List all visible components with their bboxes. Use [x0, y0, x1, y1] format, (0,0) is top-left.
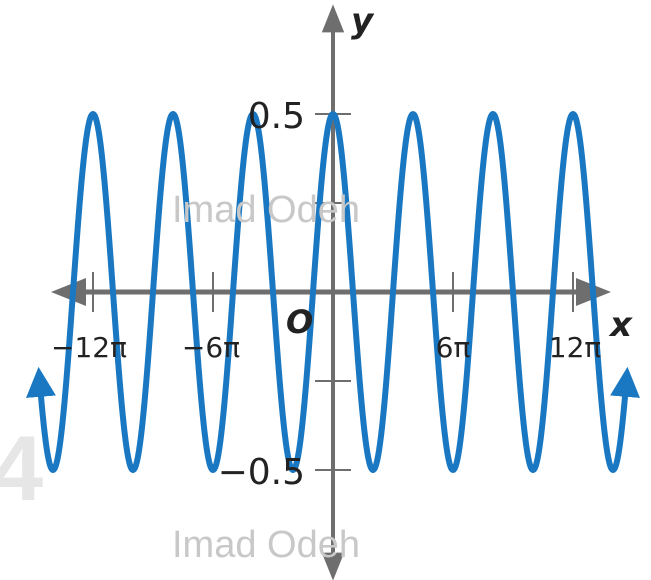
x-tick-label: 6π: [436, 331, 471, 364]
watermark-text: Imad Odeh: [172, 189, 360, 231]
ghost-digit: 4: [0, 418, 43, 520]
x-ticks: [92, 272, 574, 312]
cosine-curve: [26, 111, 640, 473]
x-tick-label: −12π: [51, 331, 127, 364]
x-tick-label: 12π: [549, 331, 602, 364]
y-tick-label: 0.5: [248, 96, 305, 137]
watermark-text: Imad Odeh: [172, 524, 360, 566]
y-tick-labels: 0.5 −0.5: [218, 96, 305, 493]
x-axis-label: x: [608, 305, 633, 345]
x-tick-label: −6π: [182, 331, 240, 364]
y-axis-label: y: [351, 1, 375, 41]
origin-label: O: [286, 303, 313, 341]
x-tick-labels: −12π −6π 6π 12π: [51, 331, 601, 364]
y-tick-label: −0.5: [218, 452, 305, 493]
